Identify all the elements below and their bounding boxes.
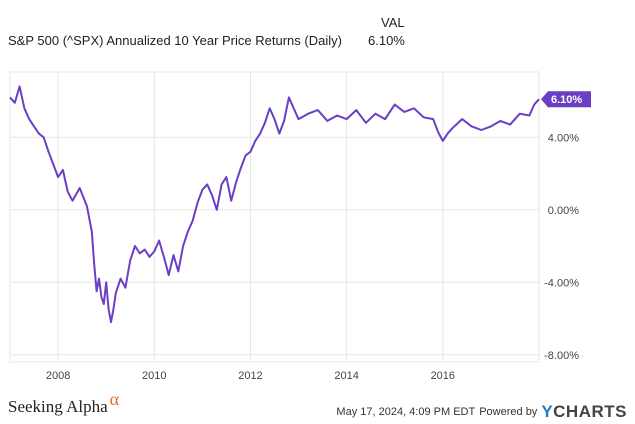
powered-by-label: Powered by bbox=[479, 406, 538, 418]
x-tick-label: 2012 bbox=[238, 370, 262, 382]
y-tick-label: -8.00% bbox=[544, 350, 579, 362]
x-axis: 2008 2010 2012 2014 2016 bbox=[46, 370, 455, 382]
series-line bbox=[9, 85, 540, 324]
alpha-icon: α bbox=[109, 389, 120, 409]
value-column-header: VAL bbox=[381, 15, 405, 30]
y-tick-label: -4.00% bbox=[544, 277, 579, 289]
x-tick-label: 2016 bbox=[431, 370, 455, 382]
y-tick-label: 0.00% bbox=[548, 205, 579, 217]
plot-area bbox=[9, 71, 540, 363]
y-tick-label: 4.00% bbox=[548, 132, 579, 144]
series-title: S&P 500 (^SPX) Annualized 10 Year Price … bbox=[8, 33, 342, 48]
last-value-badge-text: 6.10% bbox=[551, 94, 582, 106]
seeking-alpha-logo: Seeking Alpha α bbox=[8, 389, 119, 417]
y-axis: 4.00% 0.00% -4.00% -8.00% bbox=[544, 132, 579, 362]
ycharts-wordmark: CHARTS bbox=[553, 402, 627, 421]
footer: May 17, 2024, 4:09 PM EDT Powered by YCH… bbox=[336, 402, 627, 422]
x-tick-label: 2010 bbox=[142, 370, 166, 382]
value-column-value: 6.10% bbox=[368, 33, 405, 48]
last-value-badge: 6.10% bbox=[541, 91, 591, 108]
last-value-badge-shape bbox=[541, 91, 591, 108]
brand-name: Seeking Alpha bbox=[8, 397, 108, 416]
x-tick-label: 2014 bbox=[334, 370, 358, 382]
ycharts-y: Y bbox=[541, 402, 554, 421]
timestamp: May 17, 2024, 4:09 PM EDT bbox=[336, 406, 476, 418]
ycharts-logo: YCHARTS bbox=[541, 402, 627, 422]
x-tick-label: 2008 bbox=[46, 370, 70, 382]
